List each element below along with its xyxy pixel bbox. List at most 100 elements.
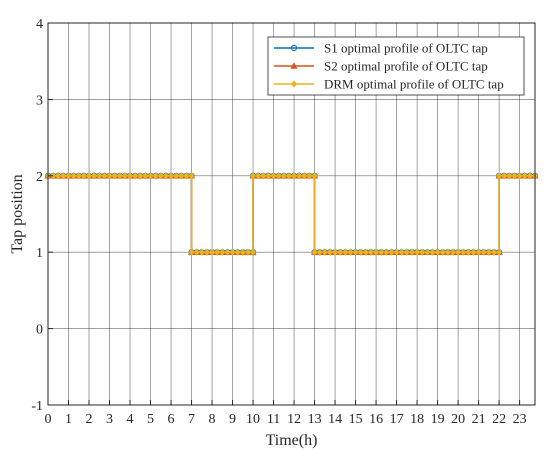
x-tick-label: 11	[267, 412, 280, 427]
data-point	[357, 248, 364, 256]
data-point	[414, 248, 421, 256]
x-tick-label: 3	[106, 412, 113, 427]
legend-label: DRM optimal profile of OLTC tap	[324, 77, 504, 92]
y-tick-label: -1	[31, 399, 43, 414]
data-point	[229, 248, 236, 256]
x-tick-label: 23	[513, 412, 527, 427]
data-point	[388, 248, 395, 256]
data-point	[393, 248, 400, 256]
data-point	[255, 172, 262, 180]
data-point	[127, 172, 134, 180]
y-tick-label: 0	[36, 323, 43, 338]
data-point	[250, 248, 257, 256]
data-point	[198, 248, 205, 256]
x-tick-label: 18	[410, 412, 424, 427]
data-point	[475, 248, 482, 256]
x-tick-label: 2	[86, 412, 93, 427]
data-point	[244, 248, 251, 256]
legend-label: S2 optimal profile of OLTC tap	[324, 59, 488, 74]
data-point	[362, 248, 369, 256]
data-point	[521, 172, 528, 180]
data-point	[480, 248, 487, 256]
data-point	[408, 248, 415, 256]
data-point	[449, 248, 456, 256]
data-point	[152, 172, 159, 180]
data-point	[496, 248, 503, 256]
data-point	[485, 248, 492, 256]
data-point	[398, 248, 405, 256]
data-point	[91, 172, 98, 180]
x-tick-label: 0	[45, 412, 52, 427]
data-point	[137, 172, 144, 180]
data-point	[80, 172, 87, 180]
legend-item-2: S2 optimal profile of OLTC tap	[274, 59, 488, 74]
data-point	[193, 248, 200, 256]
data-point	[106, 172, 113, 180]
data-point	[203, 248, 210, 256]
data-point	[378, 248, 385, 256]
data-point	[86, 172, 92, 180]
data-point	[275, 172, 282, 180]
data-point	[96, 172, 103, 180]
data-point	[444, 248, 451, 256]
x-tick-label: 4	[127, 412, 134, 427]
x-tick-label: 7	[188, 412, 195, 427]
x-tick-label: 21	[472, 412, 486, 427]
legend-swatch-marker	[290, 44, 298, 52]
x-tick-label: 12	[287, 412, 301, 427]
data-point	[516, 172, 523, 180]
data-point	[501, 172, 508, 180]
data-point	[50, 172, 57, 180]
data-point	[116, 172, 123, 180]
data-point	[347, 248, 354, 256]
y-tick-label: 2	[36, 170, 43, 185]
legend: S1 optimal profile of OLTC tap S2 optimal…	[267, 36, 525, 96]
axes: 0 1 2 3 4 5 6 7 8 9 10 11 12 13 14 15 16 17 18 19 20 21 22 23-1…	[31, 17, 526, 427]
data-point	[157, 172, 164, 180]
x-axis-title: Time(h)	[266, 432, 318, 449]
data-point	[306, 172, 313, 180]
data-point	[224, 248, 231, 256]
data-point	[188, 172, 195, 180]
y-tick-label: 4	[36, 17, 43, 32]
data-point	[511, 172, 518, 180]
data-point	[321, 248, 328, 256]
data-point	[383, 248, 390, 256]
data-point	[219, 248, 226, 256]
data-point	[60, 172, 67, 180]
data-point	[214, 248, 221, 256]
data-point	[424, 248, 431, 256]
legend-item-1: S1 optimal profile of OLTC tap	[274, 41, 488, 56]
legend-swatch-marker	[291, 80, 297, 88]
data-point	[496, 172, 503, 180]
x-tick-label: 10	[246, 412, 260, 427]
x-tick-label: 1	[65, 412, 72, 427]
x-tick-label: 19	[431, 412, 445, 427]
data-point	[209, 248, 216, 256]
data-point	[111, 172, 118, 180]
data-point	[173, 172, 180, 180]
data-point	[311, 248, 318, 256]
data-point	[270, 172, 277, 180]
data-point	[429, 248, 436, 256]
data-point	[70, 172, 77, 180]
data-point	[265, 172, 272, 180]
data-point	[168, 172, 175, 180]
plot-frame	[47, 22, 536, 406]
data-point	[465, 248, 472, 256]
data-point	[491, 248, 497, 256]
x-tick-label: 15	[349, 412, 363, 427]
data-point	[188, 248, 195, 256]
series-3	[45, 172, 538, 256]
data-point	[55, 172, 62, 180]
data-point	[311, 172, 318, 180]
x-tick-label: 14	[328, 412, 342, 427]
data-point	[316, 248, 323, 256]
data-point	[132, 172, 139, 180]
data-point	[285, 172, 292, 180]
data-point	[439, 248, 446, 256]
data-point	[367, 248, 374, 256]
y-axis-title: Tap position	[9, 174, 26, 253]
data-point	[291, 172, 298, 180]
